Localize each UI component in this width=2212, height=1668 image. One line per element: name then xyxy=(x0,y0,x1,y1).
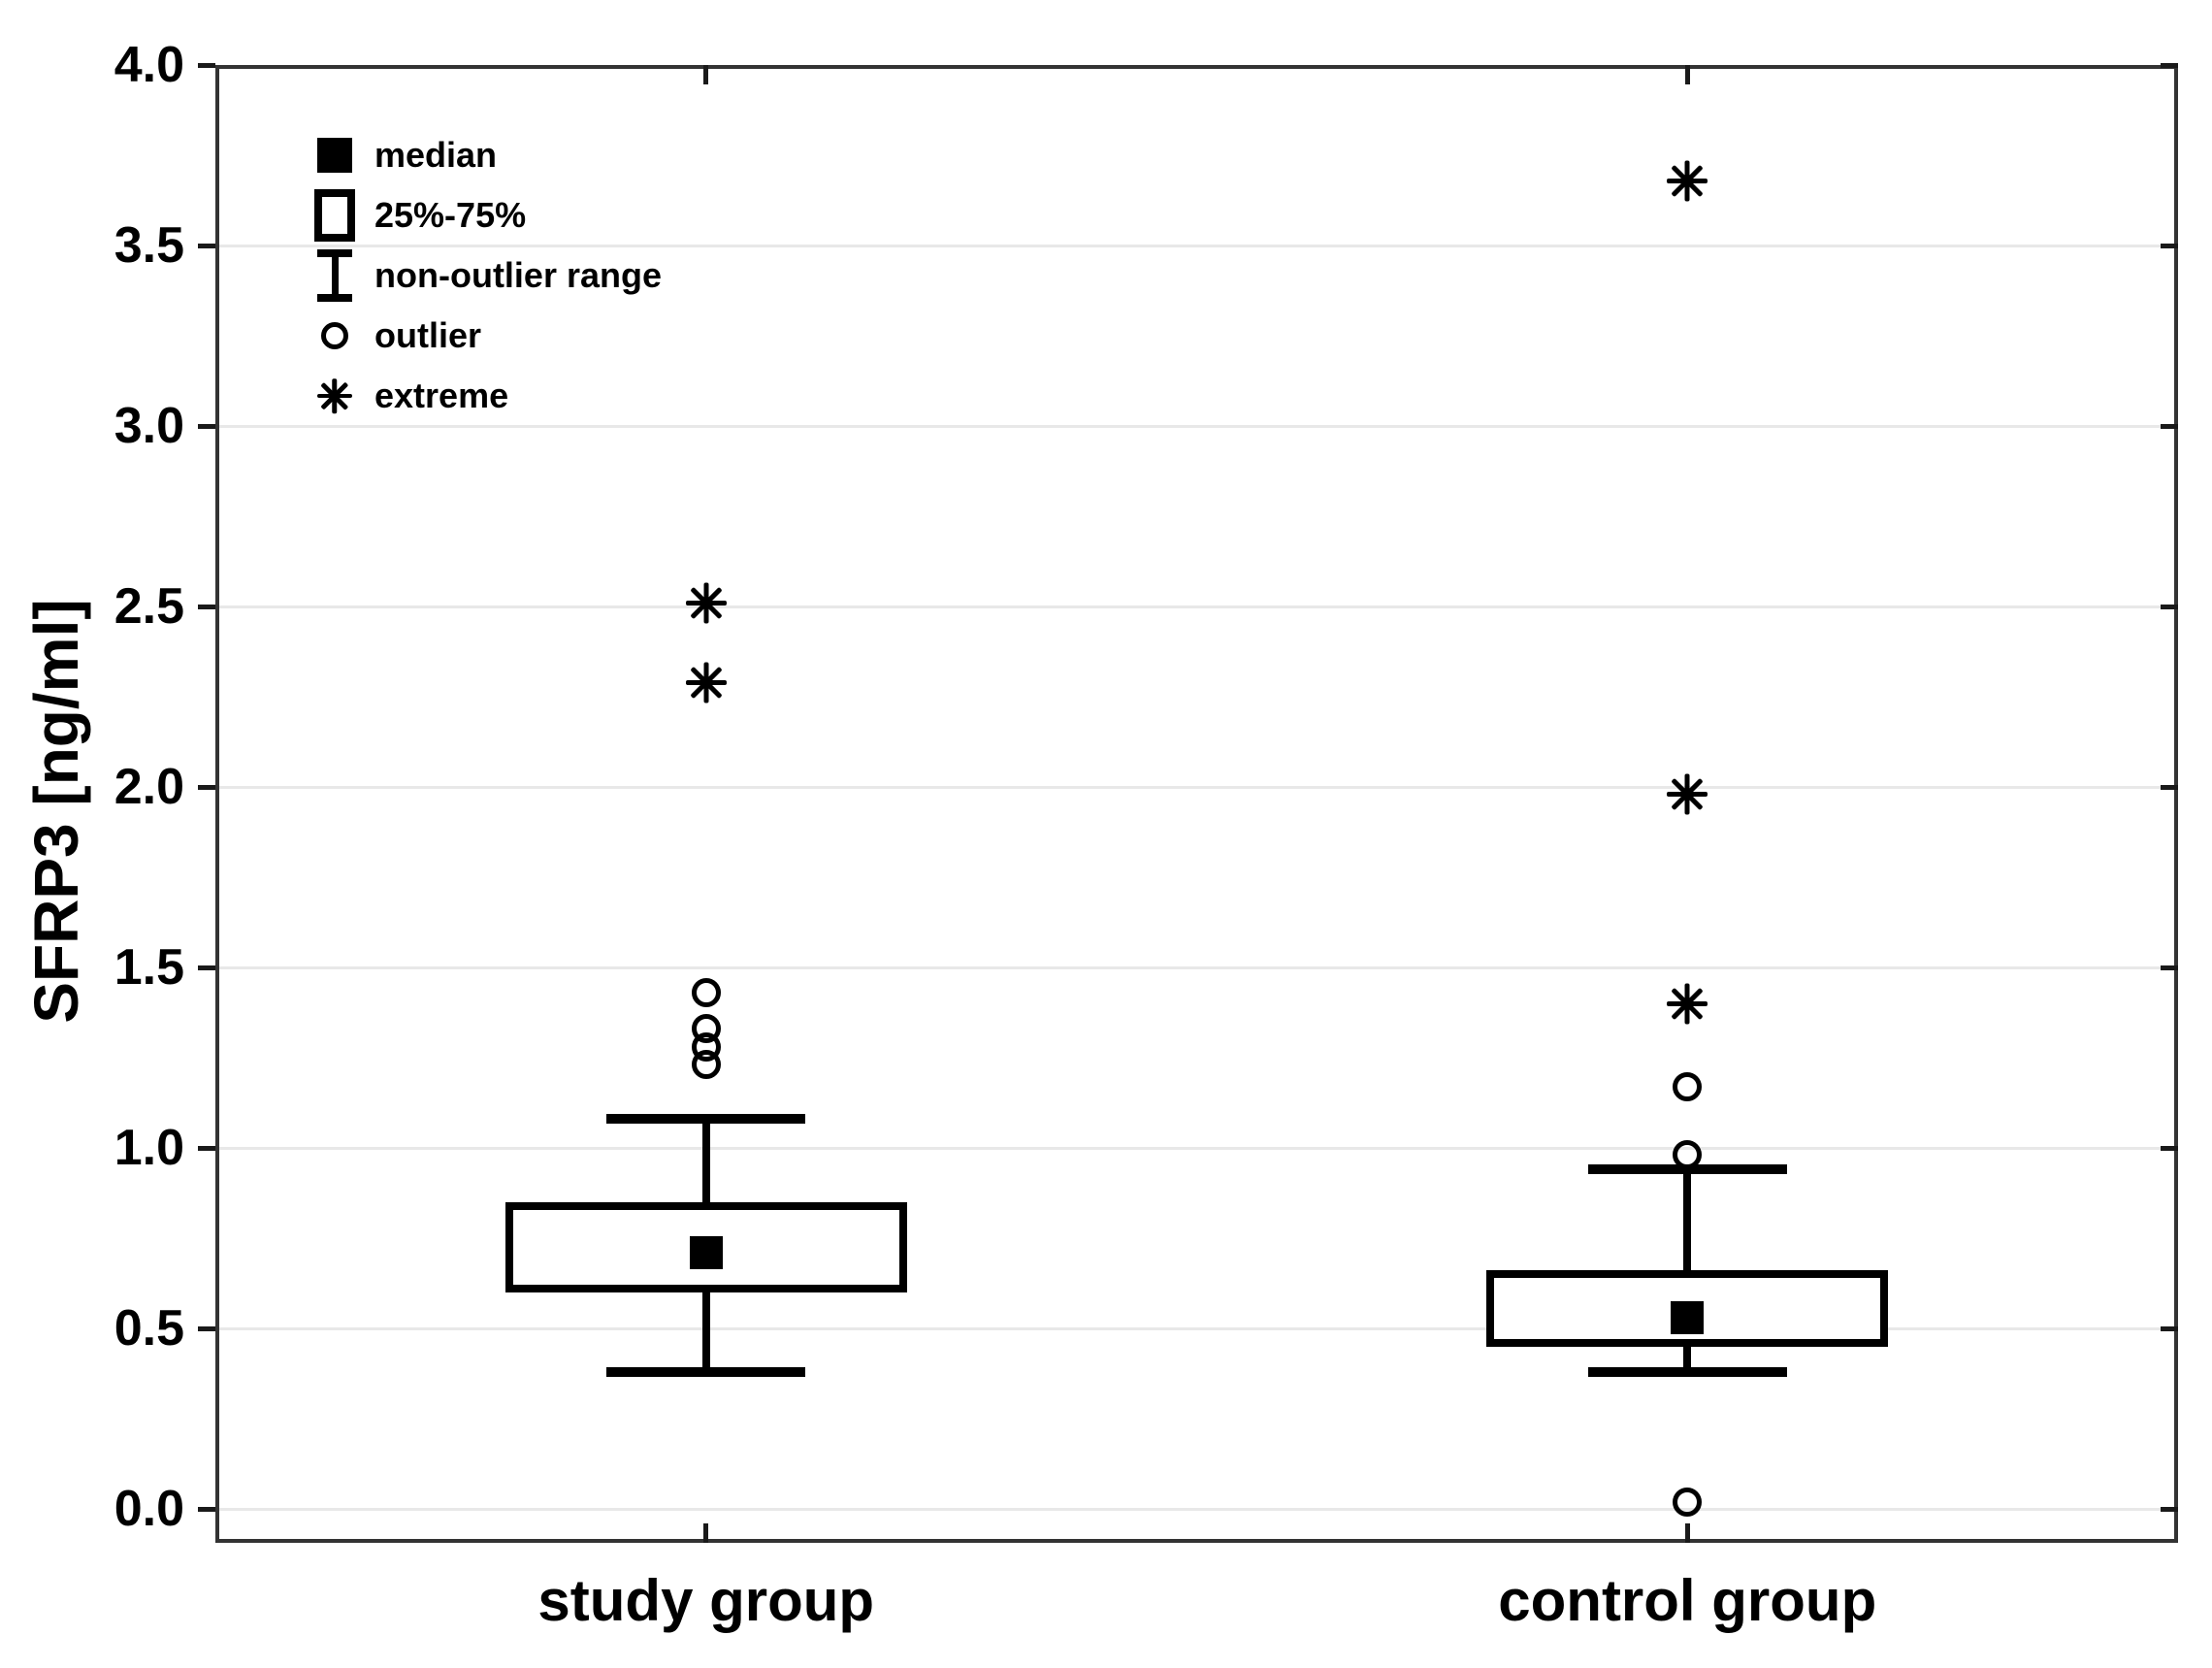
y-tick-mark-left xyxy=(198,62,215,68)
control-group-outlier-marker xyxy=(1673,1071,1703,1101)
legend-item-label: 25%-75% xyxy=(374,195,527,235)
y-tick-label: 0.5 xyxy=(114,1300,184,1357)
study-group-lower-whisker-cap xyxy=(606,1366,806,1377)
median-square-glyph xyxy=(317,138,352,173)
y-tick-mark-right xyxy=(2161,1506,2178,1512)
y-tick-mark-left xyxy=(198,1506,215,1512)
y-tick-mark-right xyxy=(2161,1325,2178,1331)
legend-item-non-outlier-range: non-outlier range xyxy=(307,245,662,306)
control-group-outlier-marker xyxy=(1673,1140,1703,1170)
study-group-upper-whisker-cap xyxy=(606,1114,806,1125)
legend-item-extreme: extreme xyxy=(307,366,662,426)
y-tick-label: 3.0 xyxy=(114,398,184,454)
legend-item-median: median xyxy=(307,125,662,185)
y-tick-mark-left xyxy=(198,965,215,970)
y-tick-mark-right xyxy=(2161,62,2178,68)
plot-area xyxy=(215,65,2178,1543)
y-tick-mark-left xyxy=(198,784,215,790)
gridline xyxy=(215,605,2178,608)
x-tick-mark-bottom xyxy=(1684,1523,1690,1543)
control-group-extreme-marker xyxy=(1665,158,1709,203)
study-group-lower-whisker xyxy=(701,1289,710,1372)
control-group-upper-whisker xyxy=(1683,1169,1692,1275)
study-group-outlier-marker xyxy=(691,978,721,1008)
legend-item-label: non-outlier range xyxy=(374,255,662,295)
y-tick-label: 1.0 xyxy=(114,1120,184,1176)
extreme-asterisk-glyph xyxy=(315,376,354,415)
legend-item-label: median xyxy=(374,135,498,175)
iqr-box-icon xyxy=(307,185,363,245)
y-tick-mark-right xyxy=(2161,604,2178,609)
y-tick-mark-left xyxy=(198,423,215,429)
y-tick-mark-right xyxy=(2161,243,2178,248)
extreme-asterisk-icon xyxy=(307,366,363,426)
gridline xyxy=(215,244,2178,247)
x-axis-label-control-group: control group xyxy=(1498,1568,1877,1633)
y-tick-mark-left xyxy=(198,1325,215,1331)
whisker-cap-bottom xyxy=(317,294,352,302)
legend-item-label: extreme xyxy=(374,376,509,415)
gridline xyxy=(215,424,2178,428)
study-group-outlier-marker xyxy=(691,1050,721,1080)
x-tick-mark-top xyxy=(703,65,709,84)
control-group-median-marker xyxy=(1671,1300,1705,1334)
y-tick-label: 3.5 xyxy=(114,217,184,274)
legend-item-25%-75%: 25%-75% xyxy=(307,185,662,245)
median-square-icon xyxy=(307,125,363,185)
y-tick-mark-right xyxy=(2161,1145,2178,1151)
control-group-upper-whisker-cap xyxy=(1587,1164,1787,1175)
plot-frame xyxy=(215,65,2178,1543)
control-group-outlier-marker xyxy=(1673,1487,1703,1517)
whisker-range-glyph xyxy=(315,249,354,302)
outlier-circle-glyph xyxy=(321,322,348,349)
y-tick-label: 1.5 xyxy=(114,939,184,996)
control-group-extreme-marker xyxy=(1665,981,1709,1026)
y-tick-mark-right xyxy=(2161,423,2178,429)
legend-item-outlier: outlier xyxy=(307,306,662,366)
gridline xyxy=(215,785,2178,789)
iqr-box-glyph xyxy=(314,189,355,242)
y-tick-mark-right xyxy=(2161,965,2178,970)
y-tick-mark-left xyxy=(198,243,215,248)
study-group-extreme-marker xyxy=(684,580,729,625)
gridline xyxy=(215,1507,2178,1511)
gridline xyxy=(215,1146,2178,1150)
legend-item-label: outlier xyxy=(374,315,482,355)
gridline xyxy=(215,965,2178,969)
y-tick-label: 2.5 xyxy=(114,578,184,635)
study-group-extreme-marker xyxy=(684,660,729,704)
gridline xyxy=(215,1326,2178,1330)
y-tick-label: 2.0 xyxy=(114,759,184,815)
control-group-extreme-marker xyxy=(1665,771,1709,816)
y-tick-label: 4.0 xyxy=(114,37,184,93)
y-tick-label: 0.0 xyxy=(114,1481,184,1537)
whisker-stem xyxy=(331,253,339,298)
legend: median 25%-75% non-outlier range outlier ext… xyxy=(307,125,662,426)
y-tick-mark-right xyxy=(2161,784,2178,790)
x-tick-mark-bottom xyxy=(703,1523,709,1543)
x-tick-mark-top xyxy=(1684,65,1690,84)
study-group-median-marker xyxy=(689,1235,723,1269)
y-tick-mark-left xyxy=(198,1145,215,1151)
y-tick-mark-left xyxy=(198,604,215,609)
whisker-range-icon xyxy=(307,245,363,306)
extreme-asterisk-shape xyxy=(315,376,354,415)
control-group-lower-whisker-cap xyxy=(1587,1366,1787,1377)
control-group-lower-whisker xyxy=(1683,1342,1692,1372)
x-axis-label-study-group: study group xyxy=(537,1568,875,1633)
outlier-circle-icon xyxy=(307,306,363,366)
study-group-upper-whisker xyxy=(701,1119,710,1206)
